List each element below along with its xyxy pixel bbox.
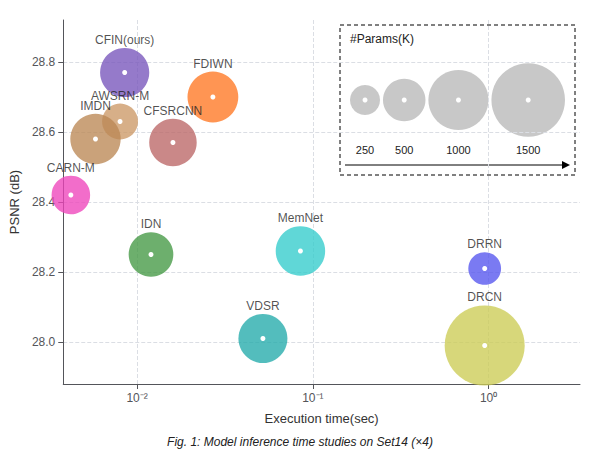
svg-text:CFSRCNN: CFSRCNN bbox=[144, 104, 203, 118]
svg-text:28.6: 28.6 bbox=[32, 125, 56, 139]
svg-text:250: 250 bbox=[356, 144, 374, 156]
svg-text:28.2: 28.2 bbox=[32, 265, 56, 279]
svg-text:CFIN(ours): CFIN(ours) bbox=[95, 33, 154, 47]
svg-text:PSNR (dB): PSNR (dB) bbox=[7, 170, 22, 234]
svg-text:CARN-M: CARN-M bbox=[47, 161, 95, 175]
svg-text:Execution time(sec): Execution time(sec) bbox=[265, 411, 379, 426]
svg-text:IMDN: IMDN bbox=[80, 99, 111, 113]
svg-text:28.4: 28.4 bbox=[31, 195, 56, 209]
svg-text:FDIWN: FDIWN bbox=[193, 57, 232, 71]
svg-text:IDN: IDN bbox=[141, 217, 162, 231]
svg-text:VDSR: VDSR bbox=[246, 299, 280, 313]
svg-text:DRCN: DRCN bbox=[467, 290, 502, 304]
svg-text:DRRN: DRRN bbox=[467, 237, 502, 251]
svg-text:10⁻²: 10⁻² bbox=[126, 391, 147, 405]
svg-text:10⁻¹: 10⁻¹ bbox=[302, 391, 323, 405]
svg-text:10⁰: 10⁰ bbox=[480, 391, 497, 405]
svg-text:Fig. 1: Model inference time s: Fig. 1: Model inference time studies on … bbox=[167, 435, 433, 449]
svg-text:MemNet: MemNet bbox=[278, 211, 324, 225]
svg-text:500: 500 bbox=[395, 144, 413, 156]
svg-text:28.8: 28.8 bbox=[32, 55, 56, 69]
svg-text:1000: 1000 bbox=[446, 144, 470, 156]
svg-text:28.0: 28.0 bbox=[32, 335, 56, 349]
svg-text:#Params(K): #Params(K) bbox=[350, 32, 414, 46]
svg-text:AWSRN-M: AWSRN-M bbox=[90, 88, 150, 103]
svg-text:1500: 1500 bbox=[516, 144, 540, 156]
